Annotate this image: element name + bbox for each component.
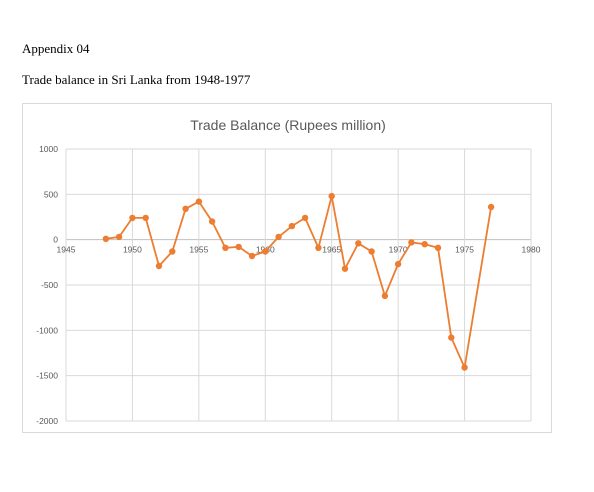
- x-tick-label: 1970: [389, 245, 408, 255]
- y-tick-label: 0: [53, 235, 58, 245]
- data-point-1952: [155, 262, 163, 270]
- data-point-1970: [394, 260, 402, 268]
- data-series: [102, 192, 495, 371]
- x-tick-label: 1975: [455, 245, 474, 255]
- data-point-1975: [461, 364, 468, 371]
- data-point-1958: [235, 243, 242, 251]
- data-point-1972: [421, 241, 428, 248]
- data-point-1965: [328, 192, 335, 200]
- x-tick-label: 1955: [189, 245, 208, 255]
- data-point-1949: [115, 233, 123, 241]
- x-tick-label: 1950: [123, 245, 142, 255]
- data-point-1956: [208, 218, 216, 225]
- chart-title: Trade Balance (Rupees million): [190, 117, 386, 133]
- data-point-1953: [169, 248, 176, 255]
- y-tick-label: -2000: [36, 416, 58, 426]
- y-tick-label: -1000: [36, 325, 58, 335]
- x-tick-label: 1980: [522, 245, 541, 255]
- data-point-1948: [102, 235, 110, 242]
- document-caption: Trade balance in Sri Lanka from 1948-197…: [22, 72, 251, 87]
- data-point-1966: [341, 265, 349, 272]
- axes: 1000 500 0 -500 -1000 -1500 -2000 1945 1950 1955 1…: [36, 144, 540, 426]
- appendix-label: Appendix 04: [22, 41, 90, 56]
- data-point-1959: [248, 252, 256, 260]
- data-point-1961: [275, 233, 282, 241]
- data-point-1969: [381, 292, 389, 300]
- y-tick-label: -1500: [36, 371, 58, 381]
- data-point-1971: [408, 239, 415, 246]
- data-point-1957: [222, 244, 229, 251]
- data-point-1954: [182, 205, 189, 212]
- data-point-1950: [129, 214, 136, 222]
- y-tick-label: 500: [44, 189, 58, 199]
- series-line: [105, 195, 492, 369]
- data-point-1955: [195, 198, 203, 205]
- data-point-1960: [262, 248, 269, 255]
- data-point-1973: [434, 244, 442, 251]
- chart-frame: Trade Balance (Rupees million) 1000 500 0 -…: [22, 103, 552, 433]
- data-point-1962: [288, 222, 296, 230]
- x-tick-label: 1965: [322, 245, 341, 255]
- data-point-1964: [315, 244, 322, 251]
- y-tick-label: -500: [41, 280, 58, 290]
- trade-balance-chart: Trade Balance (Rupees million) 1000 500 0 -…: [36, 117, 540, 426]
- data-point-1967: [355, 240, 362, 247]
- data-point-1977: [487, 203, 495, 211]
- data-point-1963: [301, 214, 309, 222]
- y-tick-label: 1000: [39, 144, 58, 154]
- data-point-1974: [448, 334, 455, 341]
- data-point-1968: [368, 248, 375, 255]
- x-tick-label: 1945: [57, 245, 76, 255]
- gridlines: [65, 148, 532, 422]
- data-point-1951: [142, 214, 149, 222]
